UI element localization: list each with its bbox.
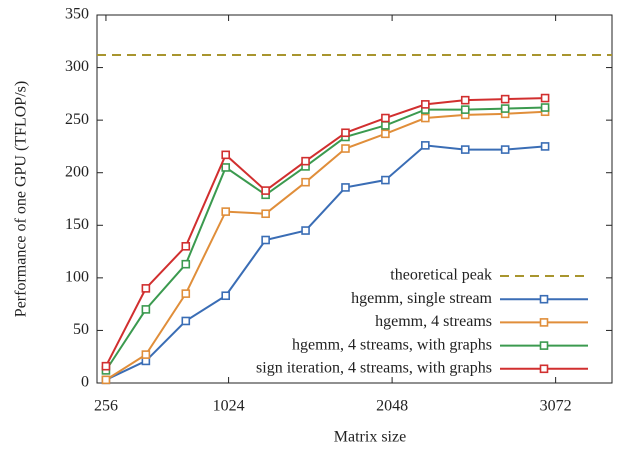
marker [221,207,231,216]
marker [381,175,390,185]
legend-marker [539,318,549,327]
y-tick-label: 200 [65,163,89,180]
marker [221,163,231,172]
marker [181,259,191,269]
marker [341,128,350,138]
marker [181,242,191,251]
marker [460,145,470,154]
legend-marker [539,364,549,374]
marker [381,121,390,130]
marker [301,177,310,187]
legend-label: sign iteration, 4 streams, with graphs [256,359,492,376]
marker [221,291,231,301]
marker [540,142,550,151]
x-tick-label: 2048 [376,398,408,415]
marker [261,235,270,245]
legend-label: hgemm, 4 streams, with graphs [292,336,492,353]
y-tick-label: 300 [65,58,89,75]
x-axis-label: Matrix size [334,429,406,446]
marker [101,375,111,385]
y-tick-label: 150 [65,216,89,233]
legend-label: hgemm, 4 streams [375,313,492,330]
series-line [105,144,546,381]
legend-marker [539,294,549,304]
series-line [105,106,546,371]
marker [181,316,191,326]
marker [141,350,151,359]
marker [421,141,430,150]
marker [460,95,470,105]
y-tick-label: 50 [73,321,89,338]
marker [341,144,350,153]
marker [540,93,550,103]
marker [421,100,430,109]
y-tick-label: 0 [81,374,89,391]
y-tick-label: 250 [65,111,89,128]
x-tick-label: 3072 [540,398,572,415]
marker [381,129,390,139]
marker [261,209,270,219]
marker [421,113,430,123]
marker [221,150,231,160]
marker [500,94,510,104]
marker [301,156,310,166]
marker [301,226,310,235]
legend-marker [539,341,549,350]
marker [261,186,270,195]
marker [500,104,510,113]
marker [460,105,470,114]
x-tick-label: 1024 [213,398,245,415]
y-axis-label: Performance of one GPU (TFLOP/s) [13,81,30,317]
y-tick-label: 100 [65,269,89,286]
series-line [105,110,546,381]
marker [540,103,550,112]
marker [141,305,151,314]
marker [141,284,151,293]
marker [181,289,191,298]
marker [341,183,350,192]
plot-frame [96,14,613,384]
legend-label: hgemm, single stream [351,290,492,307]
y-tick-label: 350 [65,6,89,23]
series-line [105,97,546,367]
marker [101,361,111,371]
x-tick-label: 256 [94,398,118,415]
legend-label: theoretical peak [390,267,492,284]
marker [500,145,510,154]
marker [381,113,390,123]
